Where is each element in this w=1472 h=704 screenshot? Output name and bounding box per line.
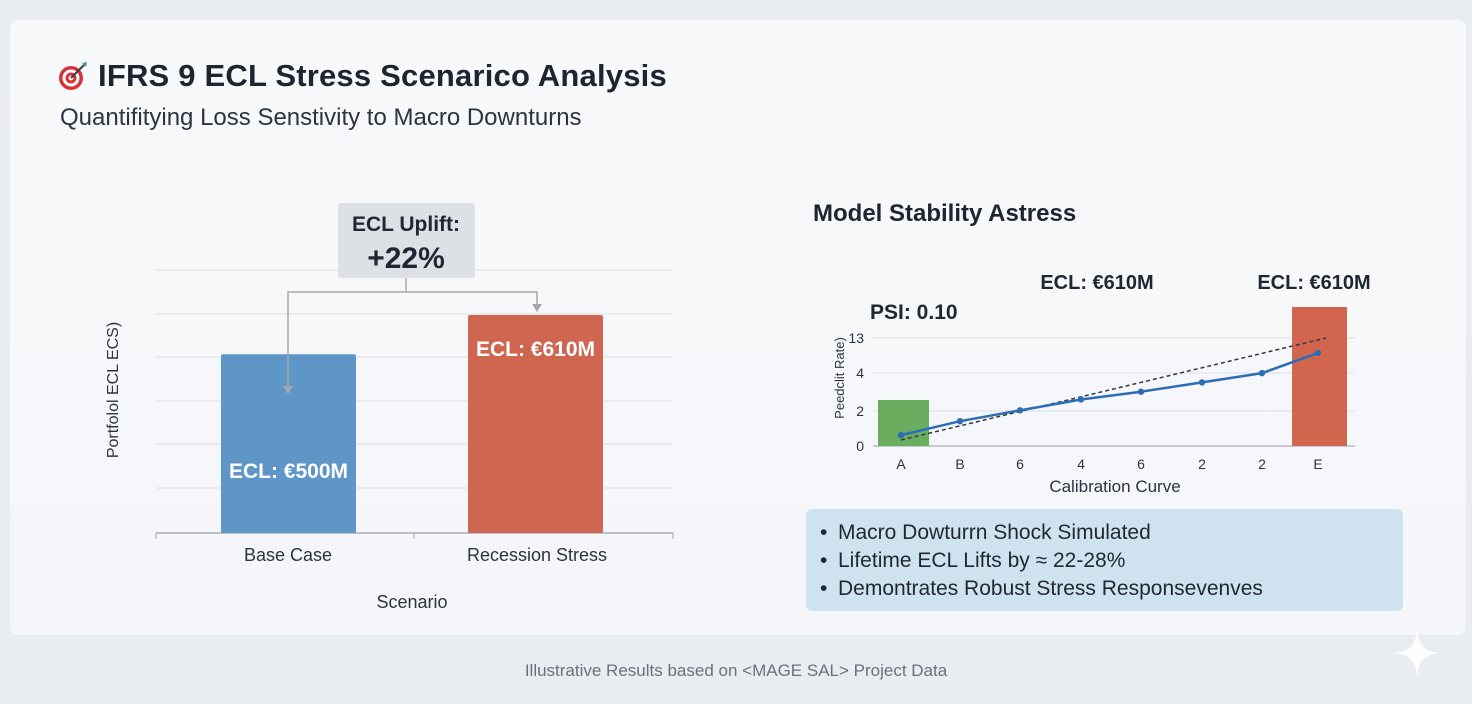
target-dart-icon: [59, 62, 87, 90]
x-tick-label: B: [955, 456, 964, 472]
uplift-label: ECL Uplift:: [352, 213, 460, 236]
bar: [221, 354, 356, 533]
x-tick-label: A: [896, 456, 906, 472]
footer-note: Illustrative Results based on <MAGE SAL>…: [524, 661, 948, 680]
calibration-series-line: [900, 351, 1319, 437]
y-tick-label: 4: [856, 365, 864, 381]
x-axis-label: Scenario: [376, 592, 447, 612]
data-point: [1198, 379, 1206, 386]
data-point: [1258, 369, 1266, 377]
bar-value-label: ECL: €500M: [229, 460, 348, 483]
finding-item: Demontrates Robust Stress Responsevenves: [820, 575, 1403, 603]
y-tick-label: 2: [856, 403, 864, 419]
green-bar: [878, 400, 929, 446]
data-point: [1077, 396, 1085, 403]
key-findings-list: Macro Dowturrn Shock Simulated Lifetime …: [806, 509, 1403, 603]
red-bar: [1292, 307, 1347, 446]
calibration-line-chart: A B 6 4 6 2 2 E 0 2 4 13 PSI: 0.10 ECL: €610M ECL:…: [832, 272, 1371, 496]
uplift-arrow-right: [532, 304, 542, 312]
page-subtitle: Quantifitying Loss Senstivity to Macro D…: [60, 104, 582, 131]
right-y-axis-label: Peedclit Rate): [832, 337, 847, 419]
uplift-arrow-left: [283, 386, 293, 394]
psi-label: PSI: 0.10: [870, 301, 958, 324]
bar: [468, 315, 603, 533]
uplift-box: [338, 203, 475, 278]
x-tick-label: Recession Stress: [467, 545, 607, 565]
top-label-2: ECL: €610M: [1257, 272, 1370, 294]
y-tick-label: 13: [848, 330, 864, 346]
uplift-connector: [287, 278, 538, 388]
x-tick-label: 4: [1077, 456, 1085, 472]
data-point: [1314, 349, 1322, 357]
sparkle-icon: [1394, 630, 1440, 676]
y-tick-label: 0: [856, 438, 864, 454]
bar-value-label: ECL: €610M: [476, 338, 595, 361]
data-point: [897, 431, 905, 439]
x-tick-label: 2: [1198, 456, 1206, 472]
finding-item: Lifetime ECL Lifts by ≈ 22-28%: [820, 547, 1403, 575]
x-tick-label: 2: [1258, 456, 1266, 472]
right-chart-title: Model Stability Astress: [813, 200, 1077, 227]
uplift-value: +22%: [367, 242, 445, 275]
finding-item: Macro Dowturrn Shock Simulated: [820, 519, 1403, 547]
scenario-bar-chart: ECL: €500M Base Case ECL: €610M Recession S…: [105, 203, 674, 612]
x-tick-label: E: [1313, 456, 1322, 472]
reference-dashed-line: [900, 337, 1327, 441]
data-point: [1137, 388, 1145, 395]
top-label-1: ECL: €610M: [1040, 272, 1153, 294]
header: IFRS 9 ECL Stress Scenarico Analysis: [58, 58, 667, 94]
key-findings-box: Macro Dowturrn Shock Simulated Lifetime …: [806, 509, 1403, 611]
x-tick-label: 6: [1016, 456, 1024, 472]
data-point: [1016, 407, 1024, 414]
x-tick-label: Base Case: [244, 545, 332, 565]
x-tick-label: 6: [1137, 456, 1145, 472]
right-x-axis-label: Calibration Curve: [1049, 477, 1180, 496]
data-point: [956, 417, 964, 425]
y-axis-label: Portfolol ECL ECS): [105, 322, 122, 458]
page-title: IFRS 9 ECL Stress Scenarico Analysis: [98, 58, 667, 93]
